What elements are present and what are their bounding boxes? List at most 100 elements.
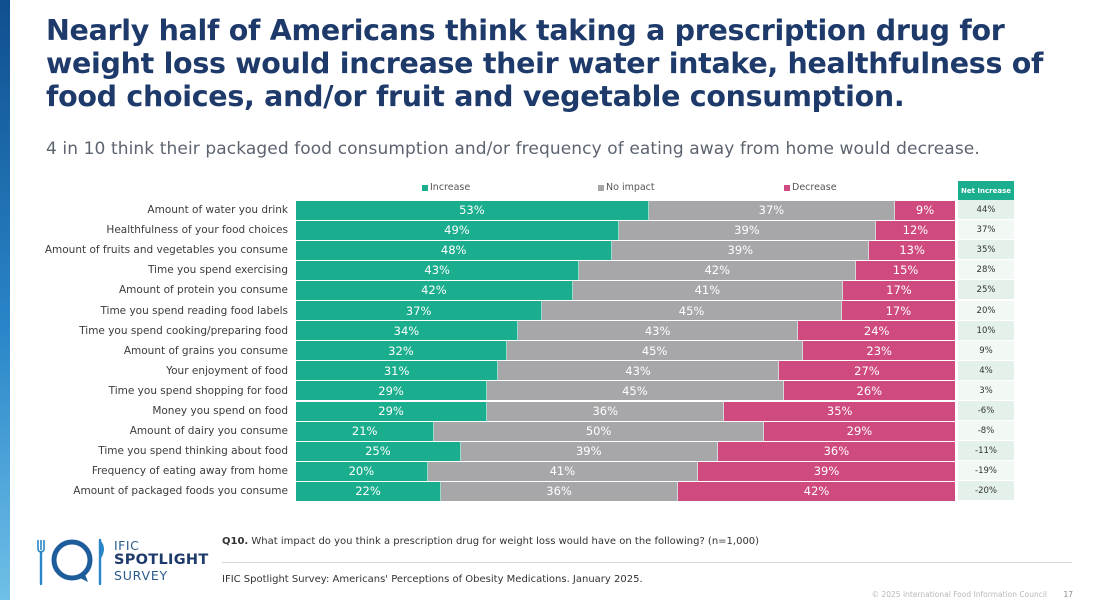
stacked-bar-chart: Increase No impact Decrease Net Increase… [0,176,1095,506]
data-label-decrease: 17% [886,283,912,298]
bar-segment-increase: 21% [296,421,435,441]
footer-divider [222,562,1072,563]
bar-segment-increase: 43% [296,260,580,280]
bar-segment-increase: 20% [296,461,428,481]
row-label: Time you spend shopping for food [108,384,288,397]
row-label: Time you spend exercising [147,264,288,277]
logo-text: IFIC SPOTLIGHT SURVEY [114,539,209,582]
stacked-bar: 20% 41% 39% [296,461,955,481]
net-increase-value: 9% [958,340,1014,361]
bar-segment-no-impact: 36% [440,481,679,501]
net-increase-header: Net Increase [958,181,1014,200]
data-label-increase: 49% [444,223,470,238]
logo-mark-icon [37,538,104,586]
page-subtitle: 4 in 10 think their packaged food consum… [46,139,980,159]
data-label-no-impact: 39% [727,243,754,258]
stacked-bar: 53% 37% 9% [296,200,955,220]
page-title: Nearly half of Americans think taking a … [46,14,1044,114]
logo-text-spotlight: SPOTLIGHT [114,551,209,568]
bar-segment-increase: 53% [296,200,649,220]
data-label-increase: 20% [348,464,375,479]
bar-segment-no-impact: 43% [517,321,799,341]
chart-row: Healthfulness of your food choices 49% 39%… [0,220,1095,241]
data-label-no-impact: 39% [575,444,602,459]
question-label: Q10. [222,536,249,547]
net-increase-value: 10% [958,320,1014,341]
data-label-decrease: 9% [915,203,935,217]
row-label: Healthfulness of your food choices [106,224,288,237]
chart-row: Amount of packaged foods you consume 22% 3… [0,481,1095,502]
stacked-bar: 42% 41% 17% [296,280,955,300]
bar-segment-no-impact: 39% [612,240,870,260]
bar-segment-decrease: 12% [875,220,955,240]
data-label-decrease: 42% [803,484,830,499]
data-label-no-impact: 45% [622,383,648,398]
legend-item-no-impact: No impact [598,182,655,193]
chart-row: Amount of protein you consume 42% 41% 17% 25… [0,280,1095,301]
chart-row: Your enjoyment of food 31% 43% 27% 4% [0,360,1095,381]
row-label: Amount of water you drink [147,204,288,216]
stacked-bar: 22% 36% 42% [296,481,955,501]
row-label: Amount of protein you consume [118,284,288,297]
data-label-increase: 37% [405,303,432,318]
legend-swatch-no-impact [598,184,604,191]
data-label-decrease: 29% [846,424,873,439]
data-label-decrease: 17% [885,303,912,318]
row-label: Amount of fruits and vegetables you cons… [44,244,288,257]
bar-segment-no-impact: 43% [498,361,779,381]
net-increase-value: 4% [958,360,1014,381]
data-label-no-impact: 43% [644,323,671,338]
row-label: Time you spend reading food labels [100,304,288,317]
chart-row: Time you spend exercising 43% 42% 15% 28% [0,260,1095,281]
bar-segment-no-impact: 45% [506,341,804,361]
row-label: Money you spend on food [152,405,288,417]
net-increase-value: -20% [958,481,1014,502]
row-label: Frequency of eating away from home [91,465,288,478]
chart-row: Time you spend thinking about food 25% 39%… [0,441,1095,462]
net-increase-value: 28% [958,260,1014,281]
survey-question: Q10. What impact do you think a prescrip… [222,536,759,547]
bar-segment-increase: 22% [296,481,441,501]
legend-item-increase: Increase [422,182,470,193]
bar-segment-no-impact: 37% [648,200,896,220]
bar-segment-increase: 48% [296,240,613,260]
bar-segment-increase: 34% [296,321,518,341]
legend-swatch-decrease [784,184,790,191]
bar-segment-no-impact: 41% [427,461,698,481]
row-label: Time you spend cooking/preparing food [79,324,288,337]
legend-item-decrease: Decrease [784,182,837,193]
data-label-increase: 25% [365,444,391,459]
bar-segment-decrease: 35% [724,401,955,421]
chart-row: Amount of fruits and vegetables you cons… [0,240,1095,261]
net-increase-value: 37% [958,220,1014,241]
data-label-increase: 29% [378,404,404,418]
legend-label-increase: Increase [430,182,471,193]
data-label-no-impact: 50% [585,424,612,439]
bar-segment-decrease: 15% [856,260,955,280]
net-increase-value: 3% [958,380,1014,401]
bar-segment-decrease: 42% [678,481,955,501]
bar-segment-increase: 42% [296,280,573,300]
copyright-text: © 2025 International Food Information Co… [871,590,1047,599]
data-label-no-impact: 45% [678,303,705,318]
legend-label-decrease: Decrease [792,182,837,193]
data-label-increase: 48% [440,243,467,258]
data-label-no-impact: 39% [734,223,760,238]
stacked-bar: 32% 45% 23% [296,341,955,361]
legend-swatch-increase [422,184,428,191]
bar-segment-decrease: 17% [842,280,955,300]
bar-segment-increase: 32% [296,341,507,361]
net-increase-value: 25% [958,280,1014,301]
chart-row: Time you spend shopping for food 29% 45% 26… [0,380,1095,401]
chart-row: Time you spend reading food labels 37% 45%… [0,300,1095,321]
bar-segment-increase: 31% [296,361,499,381]
bar-segment-no-impact: 50% [434,421,764,441]
net-increase-value: 35% [958,240,1014,261]
bar-segment-increase: 29% [296,381,488,401]
bar-segment-no-impact: 41% [572,280,843,300]
data-label-no-impact: 36% [546,484,572,499]
bar-segment-no-impact: 36% [487,401,725,421]
bar-segment-decrease: 26% [783,381,955,401]
data-label-increase: 31% [383,363,410,378]
bar-segment-decrease: 29% [763,421,955,441]
